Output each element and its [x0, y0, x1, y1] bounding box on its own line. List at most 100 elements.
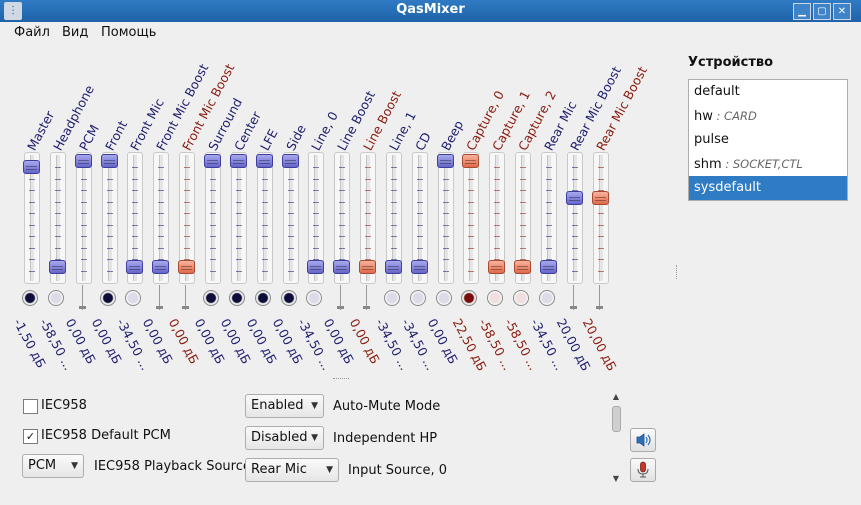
slider-tick: [520, 247, 527, 249]
scroll-up-icon[interactable]: ▲: [612, 392, 620, 401]
volume-slider[interactable]: [436, 152, 454, 284]
mute-toggle[interactable]: [22, 290, 38, 306]
slider-handle[interactable]: [203, 154, 221, 168]
volume-slider[interactable]: [410, 152, 428, 284]
volume-slider[interactable]: [126, 152, 144, 284]
independent-hp-select[interactable]: Disabled ▼: [245, 426, 324, 450]
mute-toggle[interactable]: [280, 290, 297, 306]
iec958-checkbox[interactable]: [23, 399, 38, 414]
mute-toggle[interactable]: [228, 290, 245, 306]
slider-handle[interactable]: [281, 154, 299, 168]
mute-toggle[interactable]: [202, 290, 219, 306]
slider-handle[interactable]: [229, 154, 247, 168]
slider-handle[interactable]: [591, 190, 609, 205]
switches-scrollbar[interactable]: ▲ ▼: [609, 392, 623, 484]
slider-tick: [468, 224, 475, 226]
volume-slider[interactable]: [229, 152, 247, 284]
slider-handle[interactable]: [565, 190, 583, 205]
volume-slider[interactable]: [23, 152, 40, 284]
mute-toggle[interactable]: [254, 290, 271, 306]
slider-tick: [494, 236, 501, 237]
slider-handle[interactable]: [178, 260, 196, 275]
volume-slider[interactable]: [178, 152, 196, 284]
slider-tick: [494, 259, 501, 260]
volume-slider[interactable]: [74, 152, 92, 284]
device-item[interactable]: hw : CARD: [689, 104, 847, 128]
menu-help[interactable]: Помощь: [101, 25, 157, 40]
volume-slider[interactable]: [514, 152, 532, 284]
device-list[interactable]: default hw : CARD pulse shm : SOCKET,CTL sys…: [688, 79, 848, 201]
menu-view[interactable]: Вид: [62, 25, 89, 40]
slider-handle[interactable]: [48, 260, 66, 275]
slider-handle[interactable]: [384, 260, 402, 275]
device-item[interactable]: default: [689, 80, 847, 104]
mute-toggle[interactable]: [461, 290, 478, 306]
slider-tick: [520, 236, 527, 237]
volume-slider[interactable]: [462, 152, 480, 284]
slider-handle[interactable]: [333, 260, 351, 275]
volume-slider[interactable]: [591, 152, 609, 284]
mute-toggle[interactable]: [435, 290, 452, 306]
volume-slider[interactable]: [540, 152, 557, 284]
mute-toggle[interactable]: [47, 290, 64, 306]
device-item[interactable]: shm : SOCKET,CTL: [689, 152, 847, 176]
slider-handle[interactable]: [126, 260, 144, 275]
slider-tick: [158, 224, 165, 226]
slider-handle[interactable]: [410, 260, 428, 275]
maximize-icon[interactable]: ▢: [813, 3, 831, 20]
volume-slider[interactable]: [333, 152, 351, 284]
mute-toggle[interactable]: [383, 290, 400, 306]
slider-handle[interactable]: [540, 260, 557, 275]
slider-tick: [494, 247, 501, 249]
scrollbar-thumb[interactable]: [612, 406, 621, 432]
mute-toggle[interactable]: [487, 290, 504, 306]
slider-tick: [313, 213, 320, 214]
slider-handle[interactable]: [514, 260, 532, 275]
mute-toggle[interactable]: [409, 290, 426, 306]
iec958-default-pcm-checkbox[interactable]: ✓: [23, 429, 38, 444]
close-icon[interactable]: ✕: [833, 3, 851, 20]
volume-slider[interactable]: [203, 152, 221, 284]
volume-slider[interactable]: [152, 152, 170, 284]
volume-slider[interactable]: [565, 152, 583, 284]
iec958-playback-source-select[interactable]: PCM ▼: [22, 454, 84, 478]
slider-handle[interactable]: [23, 159, 40, 174]
volume-slider[interactable]: [255, 152, 273, 284]
volume-slider[interactable]: [100, 152, 118, 284]
auto-mute-mode-select[interactable]: Enabled ▼: [245, 394, 324, 418]
slider-handle[interactable]: [359, 260, 377, 275]
slider-tick: [261, 236, 268, 237]
slider-tick: [390, 178, 397, 180]
volume-slider[interactable]: [384, 152, 402, 284]
slider-handle[interactable]: [436, 154, 454, 168]
volume-slider[interactable]: [307, 152, 325, 284]
minimize-icon[interactable]: ▁: [793, 3, 811, 20]
slider-handle[interactable]: [255, 154, 273, 168]
mute-toggle[interactable]: [99, 290, 116, 306]
slider-handle[interactable]: [462, 154, 480, 168]
mute-toggle[interactable]: [513, 290, 530, 306]
scroll-down-icon[interactable]: ▼: [612, 474, 620, 483]
menu-file[interactable]: Файл: [14, 25, 50, 40]
device-item[interactable]: pulse: [689, 128, 847, 152]
slider-handle[interactable]: [100, 154, 118, 168]
volume-slider[interactable]: [281, 152, 299, 284]
mute-toggle[interactable]: [306, 290, 323, 306]
device-splitter[interactable]: [676, 265, 679, 279]
device-item[interactable]: sysdefault: [689, 176, 847, 200]
slider-handle[interactable]: [74, 154, 92, 168]
panel-splitter[interactable]: [333, 378, 349, 381]
capture-switches-button[interactable]: [630, 458, 656, 482]
volume-slider[interactable]: [48, 152, 66, 284]
playback-switches-button[interactable]: [630, 428, 656, 452]
input-source-select[interactable]: Rear Mic ▼: [245, 458, 339, 482]
mute-toggle[interactable]: [125, 290, 142, 306]
mute-toggle[interactable]: [539, 290, 555, 306]
volume-slider[interactable]: [488, 152, 506, 284]
slider-handle[interactable]: [488, 260, 506, 275]
slider-handle[interactable]: [152, 260, 170, 275]
slider-tick: [29, 178, 35, 180]
slider-tick: [339, 190, 346, 191]
volume-slider[interactable]: [359, 152, 377, 284]
slider-handle[interactable]: [307, 260, 325, 275]
